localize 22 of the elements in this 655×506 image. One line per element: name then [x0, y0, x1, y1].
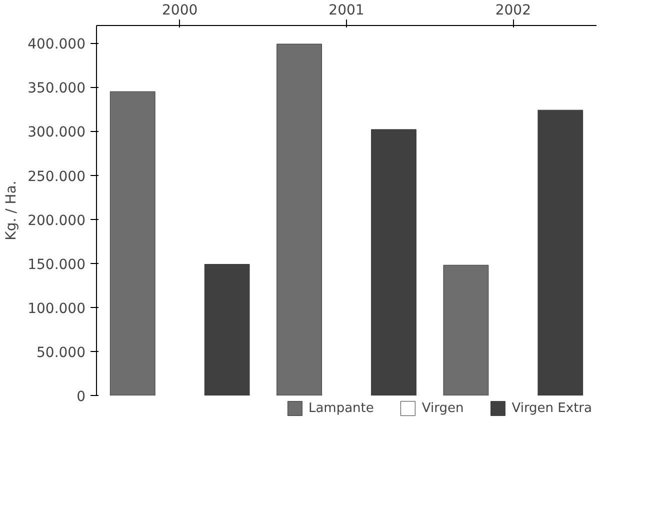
x-tick-label: 2001 — [328, 2, 364, 18]
y-axis-title: Kg. / Ha. — [4, 180, 20, 240]
legend-label: Lampante — [308, 400, 374, 416]
bar — [110, 91, 156, 396]
y-tick-label: 200.000 — [28, 212, 86, 229]
y-tick-label: 250.000 — [28, 168, 86, 185]
y-tick-label: 50.000 — [36, 344, 86, 361]
x-tick-label: 2000 — [162, 2, 198, 18]
bar — [371, 129, 416, 396]
y-tick-label: 300.000 — [28, 124, 86, 141]
bar — [204, 264, 250, 396]
y-tick-label: 100.000 — [28, 300, 86, 317]
legend-label: Virgen — [422, 400, 464, 416]
y-tick-label: 0 — [76, 389, 86, 405]
bar — [443, 264, 489, 396]
y-tick-label: 400.000 — [28, 36, 86, 53]
y-tick-label: 150.000 — [28, 256, 86, 273]
bar — [276, 44, 322, 396]
bar — [538, 110, 584, 396]
x-tick-label: 2002 — [495, 2, 531, 18]
legend-label: Virgen Extra — [512, 400, 592, 416]
y-tick-label: 350.000 — [28, 80, 86, 97]
